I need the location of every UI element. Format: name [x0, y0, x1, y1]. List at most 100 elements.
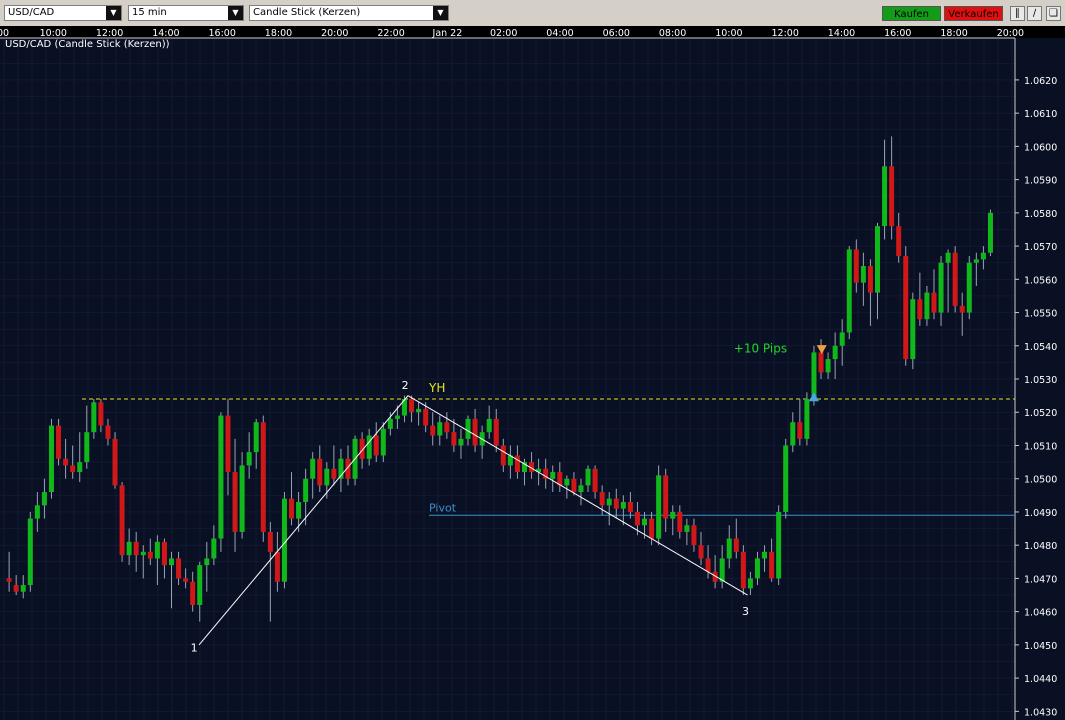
candle-up — [966, 262, 972, 313]
x-tick-label: 12:00 — [96, 28, 123, 39]
timeframe-select[interactable]: 15 min ▼ — [128, 5, 244, 21]
candle-up — [762, 551, 768, 559]
candle-down — [663, 475, 669, 519]
candle-up — [726, 538, 732, 559]
wave-label: 3 — [742, 605, 749, 618]
candle-up — [154, 541, 160, 559]
bar-chart-icon[interactable]: ∥ — [1010, 6, 1025, 21]
candle-up — [27, 518, 33, 586]
timeframe-select-value: 15 min — [132, 7, 167, 18]
candle-up — [246, 452, 252, 466]
candle-up — [790, 422, 796, 446]
candle-down — [889, 166, 895, 227]
y-tick-label: 1.0590 — [1024, 176, 1057, 187]
candle-up — [34, 505, 40, 519]
candle-down — [423, 408, 429, 426]
detach-window-icon[interactable]: ❏ — [1046, 6, 1061, 21]
candle-down — [571, 478, 577, 493]
x-axis: 00 10:00 12:00 14:00 16:00 18:00 20:00 22:00 Jan… — [0, 26, 1065, 39]
symbol-select[interactable]: USD/CAD ▼ — [4, 5, 122, 21]
x-tick-label: 10:00 — [715, 28, 742, 39]
y-tick-label: 1.0570 — [1024, 242, 1057, 253]
candle-down — [6, 578, 12, 582]
y-tick-label: 1.0450 — [1024, 641, 1057, 652]
draw-line-icon[interactable]: ∕ — [1027, 6, 1042, 21]
candle-down — [677, 511, 683, 532]
candle-up — [401, 398, 407, 416]
candle-down — [409, 398, 415, 413]
candle-down — [931, 292, 937, 313]
chevron-down-icon: ▼ — [433, 6, 448, 20]
chevron-down-icon: ▼ — [228, 6, 243, 20]
candle-up — [296, 501, 302, 519]
chart-type-select[interactable]: Candle Stick (Kerzen) ▼ — [249, 5, 449, 21]
trendline — [198, 395, 409, 646]
candle-up — [465, 418, 471, 439]
candle-up — [507, 455, 513, 466]
candle-down — [260, 422, 266, 532]
candle-up — [564, 478, 570, 486]
toolbar: USD/CAD ▼ 15 min ▼ Candle Stick (Kerzen)… — [0, 0, 1065, 27]
candle-up — [204, 558, 210, 566]
y-axis: 1.0620 1.0610 1.0600 1.0590 1.0580 1.0570 1.05… — [1014, 38, 1057, 720]
signals — [808, 345, 827, 402]
candle-up — [642, 518, 648, 526]
sell-button[interactable]: Verkaufen — [944, 6, 1003, 21]
candle-up — [41, 492, 47, 506]
candle-down — [451, 432, 457, 446]
candle-down — [529, 462, 535, 473]
candle-down — [70, 465, 76, 473]
candle-up — [874, 226, 880, 293]
trendlines — [198, 395, 748, 646]
candle-up — [578, 485, 584, 493]
candle-up — [804, 398, 810, 439]
x-tick-label: 14:00 — [828, 28, 855, 39]
candle-down — [797, 422, 803, 439]
candle-down — [176, 558, 182, 579]
x-tick-label: 08:00 — [659, 28, 686, 39]
y-tick-label: 1.0560 — [1024, 275, 1057, 286]
candle-up — [366, 435, 372, 459]
candle-down — [705, 558, 711, 572]
x-axis-strip — [0, 26, 1065, 38]
candle-up — [458, 438, 464, 446]
candle-down — [63, 458, 69, 466]
candle-down — [190, 581, 196, 606]
candle-up — [987, 212, 993, 253]
candle-down — [493, 418, 499, 446]
pips-label: +10 Pips — [734, 341, 787, 355]
candle-down — [740, 551, 746, 589]
x-tick-label: 16:00 — [209, 28, 236, 39]
buy-button[interactable]: Kaufen — [882, 6, 941, 21]
candle-up — [91, 402, 97, 433]
candle-down — [592, 468, 598, 493]
candle-down — [317, 458, 323, 486]
candle-down — [712, 571, 718, 582]
y-tick-label: 1.0600 — [1024, 142, 1057, 153]
sell-signal-icon — [816, 345, 827, 355]
y-tick-label: 1.0580 — [1024, 209, 1057, 220]
candle-up — [48, 425, 54, 493]
y-tick-label: 1.0610 — [1024, 109, 1057, 120]
candle-up — [670, 511, 676, 519]
y-tick-label: 1.0440 — [1024, 674, 1057, 685]
candle-down — [557, 472, 563, 486]
annotations: 1 2 3 +10 Pips — [191, 341, 788, 654]
candle-up — [910, 299, 916, 360]
y-tick-label: 1.0490 — [1024, 508, 1057, 519]
x-tick-label: 22:00 — [377, 28, 404, 39]
candle-up — [825, 359, 831, 373]
candle-up — [606, 498, 612, 506]
candle-up — [754, 558, 760, 579]
candle-down — [599, 492, 605, 506]
candle-up — [811, 352, 817, 399]
candle-down — [13, 585, 19, 592]
price-chart[interactable]: 00 10:00 12:00 14:00 16:00 18:00 20:00 22:00 Jan… — [0, 26, 1065, 720]
candle-down — [959, 305, 965, 313]
candle-up — [168, 558, 174, 566]
candle-down — [500, 445, 506, 466]
candle-up — [324, 468, 330, 486]
levels: YH Pivot — [82, 381, 1015, 516]
candle-up — [832, 345, 838, 360]
candle-down — [952, 252, 958, 306]
